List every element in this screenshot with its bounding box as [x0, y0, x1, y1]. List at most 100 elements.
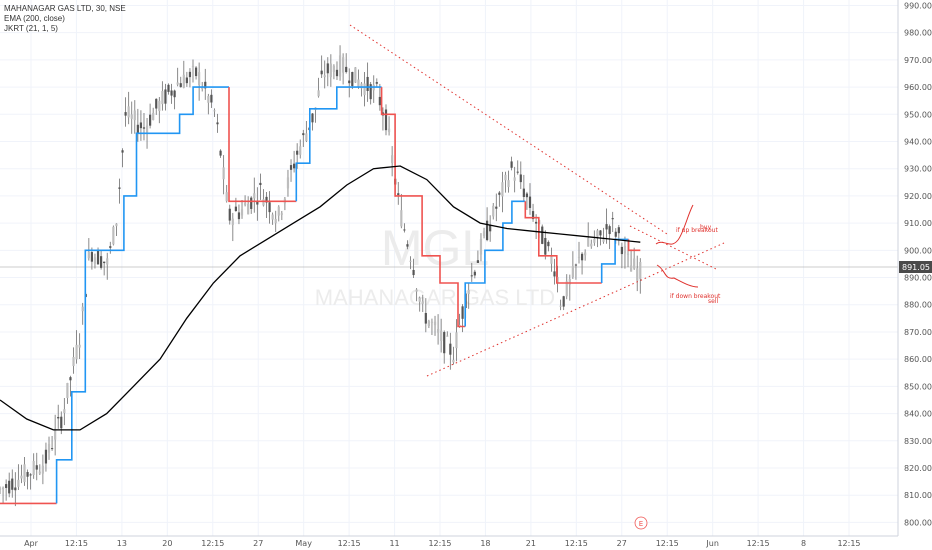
- candle-body: [164, 89, 167, 104]
- candle-body: [406, 244, 409, 247]
- candle-body: [185, 77, 188, 84]
- x-tick-label: 18: [480, 539, 490, 548]
- candle-body: [369, 84, 372, 100]
- x-tick-label: May: [295, 539, 312, 548]
- candle-body: [26, 472, 29, 477]
- candle-body: [170, 90, 173, 96]
- jkrt-segment: [380, 87, 466, 328]
- y-tick-label: 920.00: [904, 192, 932, 201]
- candle-body: [78, 344, 81, 348]
- candle-body: [559, 305, 562, 307]
- jkrt-segment: [55, 86, 229, 504]
- y-tick-label: 930.00: [904, 165, 932, 174]
- earnings-event-marker[interactable]: [634, 516, 648, 530]
- candle-body: [5, 484, 8, 488]
- time-scale[interactable]: [0, 536, 898, 550]
- candle-body: [182, 74, 185, 88]
- candle-body: [47, 443, 51, 453]
- candle-body: [525, 193, 529, 198]
- candle-body: [155, 98, 158, 109]
- candle-body: [452, 359, 455, 363]
- candle-body: [507, 180, 510, 188]
- watermark-name: MAHANAGAR GAS LTD: [315, 285, 555, 310]
- candle-body: [608, 226, 611, 235]
- candle-body: [397, 193, 400, 196]
- x-tick-label: 27: [617, 539, 627, 548]
- candle-body: [302, 133, 305, 136]
- candle-body: [510, 161, 513, 168]
- candle-body: [489, 224, 492, 232]
- candle-body: [99, 256, 103, 268]
- candle-body: [167, 84, 170, 92]
- x-tick-label: Jun: [705, 539, 719, 548]
- candle-body: [473, 271, 476, 276]
- x-tick-label: 12:15: [837, 539, 860, 548]
- candle-body: [118, 187, 121, 189]
- y-tick-label: 820.00: [904, 464, 932, 473]
- candle-body: [14, 487, 17, 491]
- candle-body: [516, 171, 519, 173]
- x-tick-label: 11: [389, 539, 399, 548]
- candle-body: [574, 264, 578, 266]
- y-tick-label: 850.00: [904, 382, 932, 391]
- candle-body: [366, 76, 369, 92]
- candle-body: [247, 203, 250, 215]
- annotation-buy: buy: [700, 224, 712, 231]
- chart-grid: [0, 0, 898, 536]
- candle-body: [81, 306, 84, 312]
- candle-body: [544, 237, 547, 255]
- y-tick-label: 950.00: [904, 110, 932, 119]
- candle-body: [482, 231, 486, 236]
- y-tick-label: 990.00: [904, 1, 932, 10]
- y-tick-label: 970.00: [904, 56, 932, 65]
- indicator-ema-label[interactable]: EMA (200, close): [4, 14, 65, 23]
- y-tick-label: 800.00: [904, 518, 932, 527]
- candle-body: [587, 238, 590, 247]
- y-tick-label: 870.00: [904, 328, 932, 337]
- candle-body: [345, 66, 348, 73]
- candle-body: [250, 197, 253, 209]
- y-tick-label: 860.00: [904, 355, 932, 364]
- candle-body: [348, 80, 351, 84]
- candle-body: [467, 289, 470, 295]
- candle-body: [268, 202, 271, 213]
- x-axis-ticks: Apr 12:15 13 20 12:15 27 May 12:15 11 12:15 18 21 12…: [24, 539, 860, 548]
- candle-body: [492, 205, 495, 217]
- x-tick-label: 12:15: [565, 539, 588, 548]
- candle-body: [415, 289, 418, 292]
- candle-body: [103, 261, 106, 264]
- candle-body: [360, 83, 363, 89]
- indicator-jkrt-label[interactable]: JKRT (21, 1, 5): [4, 24, 58, 33]
- candle-body: [436, 328, 440, 333]
- candle-body: [501, 182, 504, 197]
- candle-body: [90, 252, 94, 262]
- upper-trendline[interactable]: [349, 24, 668, 235]
- candle-body: [228, 208, 231, 221]
- candle-body: [124, 112, 127, 116]
- candle-body: [440, 330, 443, 341]
- candle-body: [590, 243, 593, 247]
- candle-body: [231, 218, 234, 226]
- jkrt-segment: [627, 239, 641, 252]
- candle-body: [378, 96, 381, 106]
- candle-body: [577, 256, 581, 258]
- candle-body: [299, 146, 302, 155]
- candle-body: [158, 100, 161, 112]
- x-tick-label: 12:15: [65, 539, 88, 548]
- y-tick-label: 940.00: [904, 137, 932, 146]
- candle-body: [593, 238, 596, 243]
- lower-trendline[interactable]: [426, 242, 725, 377]
- candle-body: [66, 383, 69, 399]
- last-price-badge: [899, 261, 932, 273]
- candle-body: [629, 265, 633, 272]
- candle-body: [243, 203, 247, 205]
- candle-body: [127, 106, 130, 118]
- candle-body: [329, 63, 332, 78]
- candle-body: [400, 210, 403, 227]
- candle-body: [191, 65, 195, 68]
- candle-body: [332, 65, 336, 72]
- y-tick-label: 980.00: [904, 29, 932, 38]
- candle-body: [8, 480, 11, 494]
- candle-body: [476, 260, 480, 263]
